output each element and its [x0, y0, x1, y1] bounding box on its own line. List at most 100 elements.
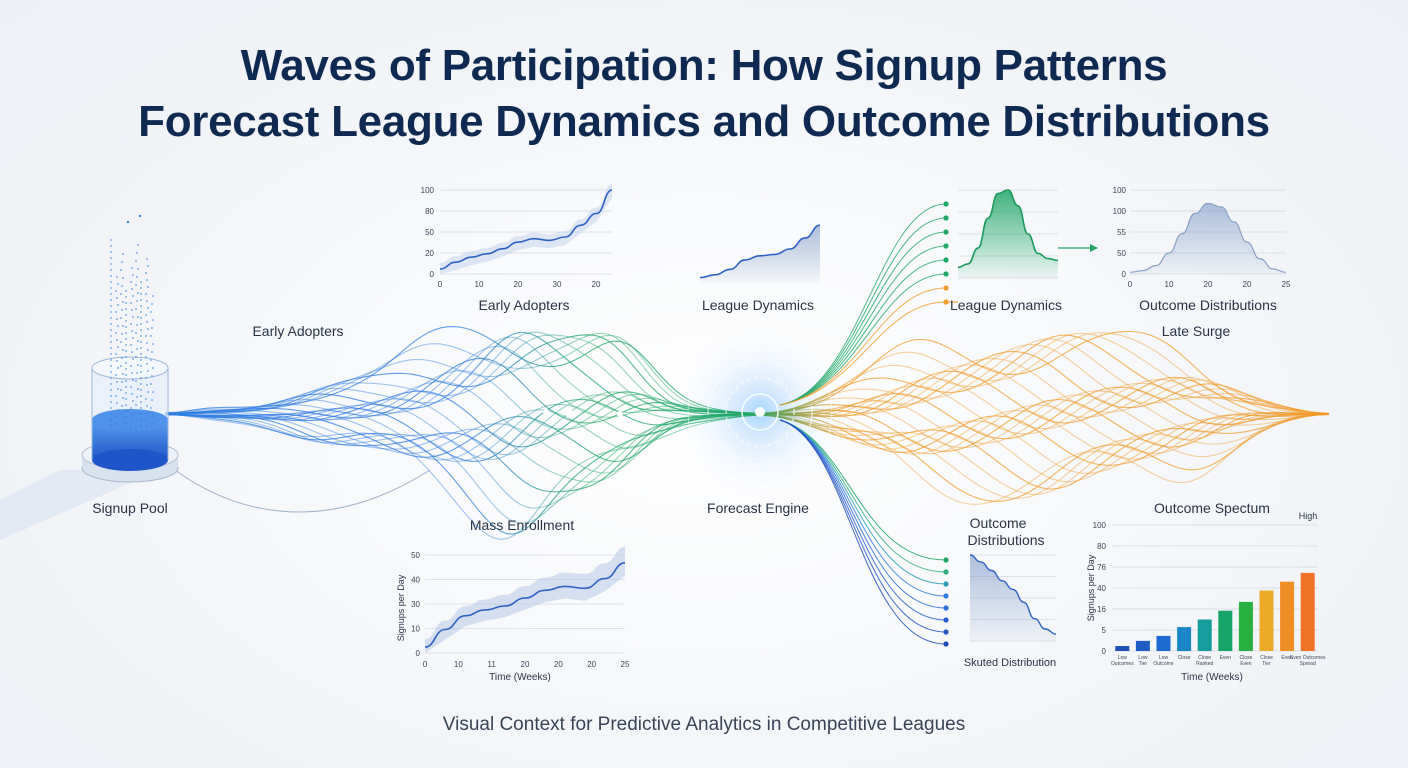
outcome-bar-label: Low Outcome — [1153, 655, 1174, 667]
mass-enrollment-x-tick: 20 — [587, 660, 596, 669]
outcome-spectrum-title: Outcome Spectum — [1154, 500, 1270, 516]
signup-particles — [110, 214, 154, 430]
early-adopters-y-tick: 20 — [425, 249, 434, 258]
mass-enrollment-y-tick: 30 — [411, 600, 420, 609]
arrow-to-outcome — [1058, 244, 1098, 252]
wave-strand — [165, 413, 1330, 540]
forecast-engine-rings — [543, 339, 833, 485]
mass-enrollment-x-tick: 10 — [454, 660, 463, 669]
fan-node — [943, 257, 949, 263]
outcome-bar-label: Close Even — [1240, 655, 1253, 667]
fan-node — [943, 605, 949, 611]
fan-strand — [779, 217, 947, 406]
fan-strand — [779, 231, 947, 406]
fan-node — [943, 581, 949, 587]
outcome-distributions-x-tick: 20 — [1243, 280, 1252, 289]
mass-enrollment-x-tick: 0 — [423, 660, 428, 669]
title-line-2: Forecast League Dynamics and Outcome Dis… — [138, 97, 1270, 146]
mass-enrollment-chart: 0 10 30 40 50 0 10 11 20 20 20 25 — [411, 546, 630, 669]
fan-node — [943, 215, 949, 221]
outcome-spectrum-xlabel: Time (Weeks) — [1181, 672, 1243, 683]
outcome-bar-label: Even — [1220, 655, 1232, 661]
outcome-spectrum-y-tick: 76 — [1097, 563, 1106, 572]
outcome-distributions-x-tick: 10 — [1165, 280, 1174, 289]
mass-enrollment-x-tick: 20 — [554, 660, 563, 669]
fan-node — [943, 593, 949, 599]
outcome-spectrum-y-tick: 80 — [1097, 542, 1106, 551]
outcome-distributions-y-tick: 100 — [1113, 207, 1127, 216]
mass-enrollment-y-tick: 0 — [416, 649, 421, 658]
outcome-bar — [1115, 646, 1130, 651]
outcome-spectrum-annotation: High — [1299, 511, 1318, 521]
fan-node — [943, 201, 949, 207]
skewed-distribution-title: Skuted Distribution — [964, 657, 1056, 669]
early-adopters-label: Early Adopters — [252, 323, 343, 339]
fan-strand — [779, 419, 947, 645]
mass-enrollment-xlabel: Time (Weeks) — [489, 672, 551, 683]
fan-node — [943, 229, 949, 235]
outcome-bar-label: Low Outcomes — [1111, 655, 1134, 667]
outcome-spectrum-y-tick: 5 — [1102, 626, 1107, 635]
mass-enrollment-x-tick: 25 — [621, 660, 630, 669]
outcome-distributions-chart-title: Outcome Distributions — [1139, 297, 1277, 313]
forecast-engine-label: Forecast Engine — [707, 500, 809, 516]
outcome-distributions-y-tick: 100 — [1113, 186, 1127, 195]
early-adopters-x-tick: 0 — [438, 280, 443, 289]
fan-node — [943, 569, 949, 575]
early-adopters-chart-title: Early Adopters — [478, 297, 569, 313]
fan-strand — [779, 259, 947, 406]
early-adopters-y-tick: 80 — [425, 207, 434, 216]
signup-pool-label: Signup Pool — [92, 500, 168, 516]
outcome-bar-label: Even — [1281, 655, 1293, 661]
early-adopters-chart: 0 20 50 80 100 0 10 20 30 20 — [421, 184, 613, 289]
fan-node — [943, 617, 949, 623]
outcome-distributions-x-tick: 0 — [1128, 280, 1133, 289]
outcome-bar — [1197, 619, 1212, 651]
outcome-distributions-label-line1: Outcome — [970, 515, 1027, 531]
early-adopters-y-tick: 50 — [425, 228, 434, 237]
fan-node — [943, 243, 949, 249]
late-surge-label: Late Surge — [1162, 323, 1231, 339]
early-adopters-x-tick: 30 — [553, 280, 562, 289]
outcome-distributions-x-tick: 20 — [1204, 280, 1213, 289]
mass-enrollment-ylabel: Signups per Day — [396, 574, 406, 641]
outcome-distributions-y-tick: 50 — [1117, 249, 1126, 258]
league-dynamics-bell-chart — [957, 189, 1059, 279]
fan-node — [943, 557, 949, 563]
outcome-bar — [1177, 627, 1192, 651]
mass-enrollment-label: Mass Enrollment — [470, 517, 574, 533]
mass-enrollment-y-tick: 40 — [411, 576, 420, 585]
outcome-bar — [1218, 610, 1233, 651]
outcome-bar — [1135, 640, 1150, 651]
fan-strand — [779, 273, 947, 406]
early-adopters-y-tick: 100 — [421, 186, 435, 195]
outcome-bar-label: Close Ranked — [1196, 655, 1213, 667]
outcome-bar — [1280, 581, 1295, 651]
fan-strand — [779, 301, 947, 406]
outcome-distribution-fan — [779, 419, 949, 647]
early-adopters-x-tick: 20 — [592, 280, 601, 289]
outcome-bar — [1238, 601, 1253, 651]
mass-enrollment-x-tick: 20 — [521, 660, 530, 669]
outcome-bar-label: Low Tier — [1138, 655, 1148, 667]
outcome-distributions-y-tick: 55 — [1117, 228, 1126, 237]
outcome-spectrum-y-tick: 16 — [1097, 605, 1106, 614]
fan-strand — [779, 203, 947, 406]
outcome-bar-label: Close Tier — [1260, 655, 1273, 667]
league-dynamics-fan — [779, 201, 958, 406]
outcome-spectrum-y-tick: 0 — [1102, 647, 1107, 656]
participation-wave-ribbon — [164, 326, 1330, 540]
early-adopters-x-tick: 10 — [475, 280, 484, 289]
outcome-distributions-y-tick: 0 — [1122, 270, 1127, 279]
league-dynamics-mini-title: League Dynamics — [702, 297, 814, 313]
outcome-distributions-chart: 0 50 55 100 100 0 10 20 20 25 — [1113, 186, 1291, 289]
outcome-bar — [1156, 635, 1171, 651]
connector-curve — [174, 469, 431, 513]
outcome-distributions-label-line2: Distributions — [967, 532, 1044, 548]
outcome-spectrum-y-tick: 40 — [1097, 584, 1106, 593]
outcome-bar-label: Even Outcomes Spread — [1290, 655, 1326, 667]
early-adopters-x-tick: 20 — [514, 280, 523, 289]
fan-node — [943, 641, 949, 647]
